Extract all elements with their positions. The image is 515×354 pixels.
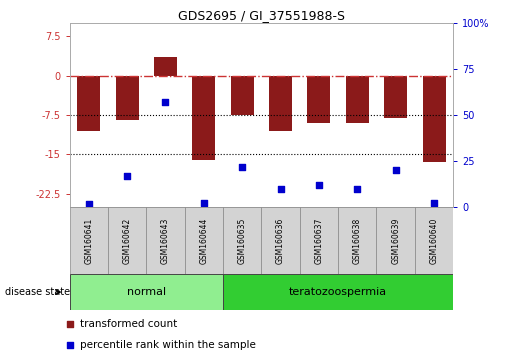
Text: percentile rank within the sample: percentile rank within the sample (80, 340, 256, 350)
Bar (146, 207, 184, 274)
Bar (192, 76, 215, 160)
Bar (346, 76, 369, 123)
Bar (223, 207, 261, 274)
Text: disease state: disease state (5, 287, 70, 297)
Bar (231, 76, 254, 115)
Point (315, 182, 323, 188)
Bar (70, 207, 108, 274)
Bar (223, 274, 453, 310)
Bar (261, 207, 300, 274)
Bar (70, 274, 223, 310)
Text: GSM160642: GSM160642 (123, 218, 131, 264)
Text: GSM160641: GSM160641 (84, 218, 93, 264)
Text: GSM160639: GSM160639 (391, 217, 400, 264)
Bar (77, 76, 100, 131)
Text: GSM160635: GSM160635 (238, 217, 247, 264)
Point (277, 186, 285, 192)
Point (353, 186, 362, 192)
Bar (184, 207, 223, 274)
Point (123, 173, 131, 179)
Bar (422, 76, 445, 162)
Text: GSM160640: GSM160640 (430, 217, 438, 264)
Bar (384, 76, 407, 118)
Point (84, 201, 93, 207)
Point (391, 167, 400, 173)
Bar (338, 207, 376, 274)
Bar (300, 207, 338, 274)
Bar (415, 207, 453, 274)
Bar (376, 207, 415, 274)
Bar (269, 76, 292, 131)
Text: GSM160636: GSM160636 (276, 217, 285, 264)
Text: normal: normal (127, 287, 166, 297)
Text: GSM160638: GSM160638 (353, 218, 362, 264)
Text: GSM160644: GSM160644 (199, 217, 208, 264)
Text: GSM160637: GSM160637 (315, 217, 323, 264)
Bar (154, 57, 177, 76)
Text: transformed count: transformed count (80, 319, 177, 329)
Point (65, 342, 74, 348)
Point (161, 99, 169, 105)
Text: teratozoospermia: teratozoospermia (289, 287, 387, 297)
Title: GDS2695 / GI_37551988-S: GDS2695 / GI_37551988-S (178, 9, 345, 22)
Point (430, 201, 438, 206)
Bar (115, 76, 139, 120)
Bar (307, 76, 331, 123)
Text: GSM160643: GSM160643 (161, 217, 170, 264)
Point (200, 201, 208, 206)
Bar (108, 207, 146, 274)
Point (65, 321, 74, 327)
Point (238, 164, 246, 170)
